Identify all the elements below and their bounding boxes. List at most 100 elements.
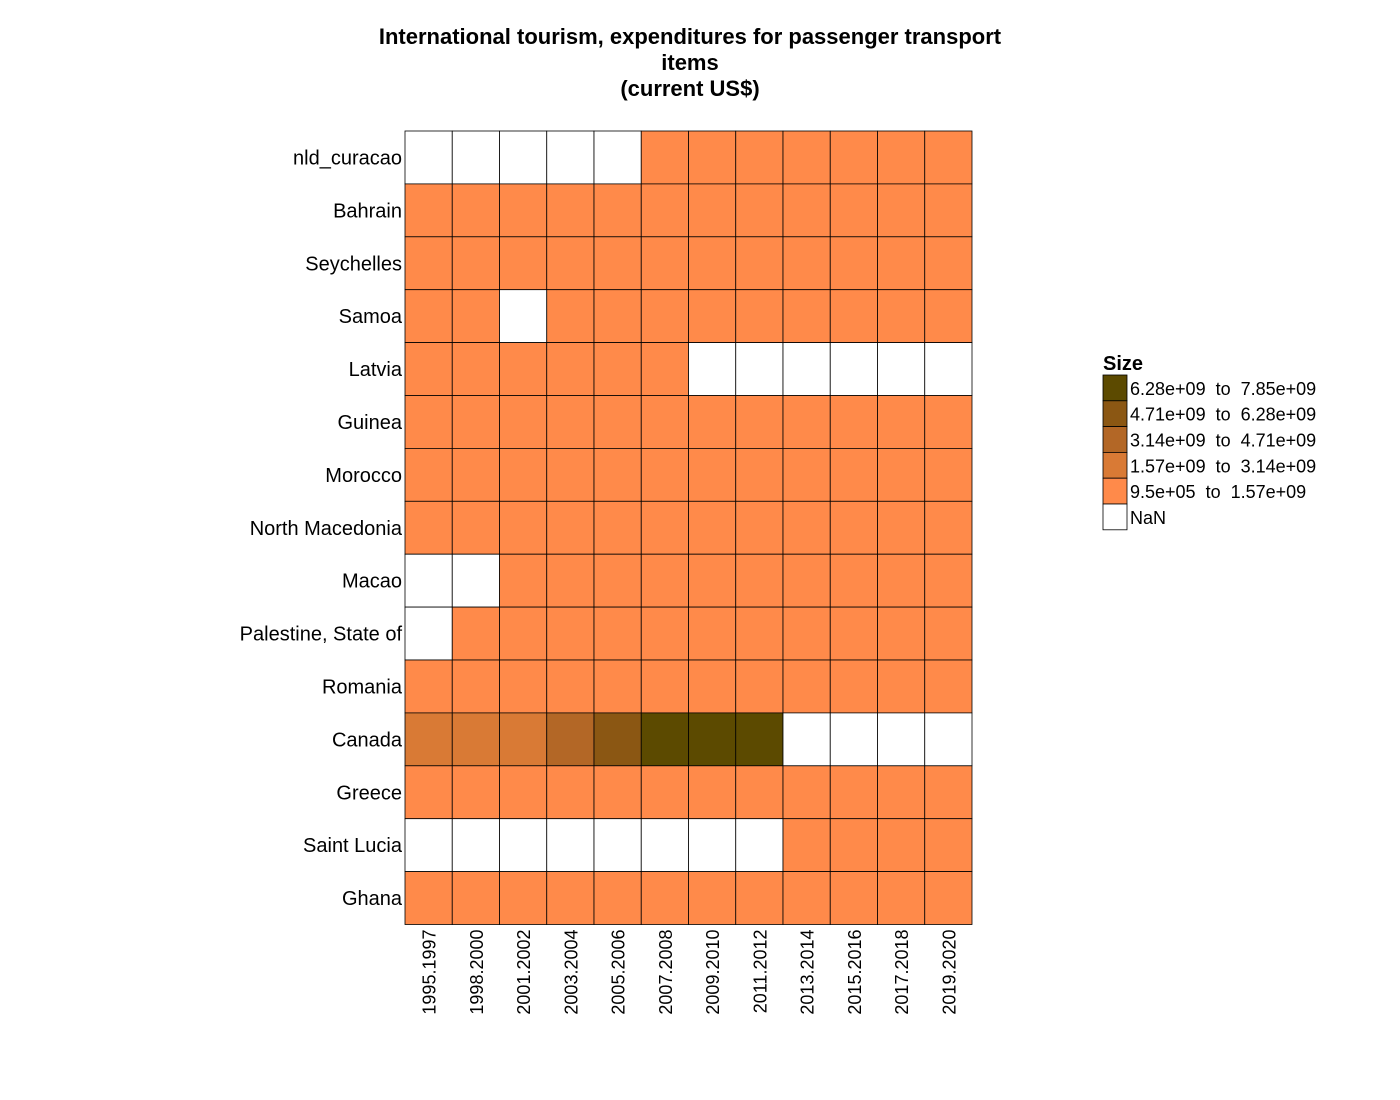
heatmap-cell — [924, 659, 973, 714]
heatmap-cell — [688, 130, 737, 185]
heatmap-cell — [877, 183, 926, 238]
heatmap-cell — [924, 765, 973, 820]
legend-label: NaN — [1130, 508, 1166, 528]
row-label: Greece — [336, 782, 402, 804]
column-label: 2005.2006 — [609, 930, 629, 1015]
heatmap-cell — [640, 183, 689, 238]
heatmap-cell — [499, 871, 548, 925]
heatmap-cell — [404, 395, 453, 449]
heatmap-cell — [640, 447, 689, 502]
heatmap-cell — [499, 447, 548, 502]
heatmap-cell — [640, 712, 689, 767]
heatmap-cell — [404, 765, 453, 820]
heatmap-cell — [404, 871, 453, 925]
heatmap-cell — [593, 500, 642, 555]
heatmap-cell — [451, 606, 500, 661]
heatmap-cell — [688, 289, 737, 344]
heatmap-cell — [829, 395, 878, 449]
heatmap-cell — [546, 500, 595, 555]
heatmap-cell — [782, 342, 831, 396]
column-label: 2015.2016 — [845, 930, 865, 1015]
heatmap-cell — [735, 500, 784, 555]
heatmap-cell — [451, 765, 500, 820]
heatmap-cell — [451, 342, 500, 396]
heatmap-cell — [404, 659, 453, 714]
heatmap-cell — [782, 871, 831, 925]
heatmap-cell — [688, 712, 737, 767]
legend-swatch — [1102, 374, 1128, 402]
heatmap-cell — [688, 606, 737, 661]
heatmap-cell — [782, 712, 831, 767]
heatmap-cells — [404, 130, 973, 925]
heatmap-cell — [688, 818, 737, 873]
heatmap-cell — [877, 342, 926, 396]
heatmap-cell — [924, 818, 973, 873]
heatmap-cell — [877, 447, 926, 502]
heatmap-cell — [924, 712, 973, 767]
heatmap-cell — [593, 236, 642, 291]
heatmap-cell — [877, 712, 926, 767]
heatmap-cell — [640, 659, 689, 714]
heatmap-cell — [593, 289, 642, 344]
column-labels: 1995.1997 1998.2000 2001.2002 2003.2004 2005… — [420, 930, 960, 1015]
row-label: Seychelles — [305, 253, 402, 275]
heatmap-cell — [688, 765, 737, 820]
heatmap-cell — [593, 130, 642, 185]
heatmap-cell — [499, 659, 548, 714]
heatmap-cell — [829, 659, 878, 714]
legend: Size 6.28e+09 to 7.85e+09 4.71e+09 to 6.28… — [1102, 353, 1316, 531]
heatmap-cell — [499, 712, 548, 767]
row-label: Macao — [342, 571, 402, 593]
heatmap-cell — [499, 500, 548, 555]
heatmap-cell — [924, 553, 973, 608]
heatmap-cell — [451, 130, 500, 185]
heatmap-cell — [546, 395, 595, 449]
heatmap-cell — [404, 289, 453, 344]
heatmap-cell — [499, 289, 548, 344]
row-label: Bahrain — [333, 200, 402, 222]
heatmap-cell — [640, 130, 689, 185]
heatmap-cell — [782, 289, 831, 344]
heatmap-cell — [593, 765, 642, 820]
legend-label: 6.28e+09 to 7.85e+09 — [1130, 379, 1316, 399]
heatmap-cell — [593, 712, 642, 767]
heatmap-cell — [924, 183, 973, 238]
row-labels: nld_curacao Bahrain Seychelles Samoa Latvia G… — [240, 147, 403, 910]
heatmap-cell — [877, 395, 926, 449]
heatmap-cell — [782, 659, 831, 714]
column-label: 1998.2000 — [467, 930, 487, 1015]
heatmap-cell — [924, 871, 973, 925]
heatmap-cell — [640, 765, 689, 820]
heatmap-cell — [877, 818, 926, 873]
heatmap-cell — [546, 236, 595, 291]
heatmap-cell — [451, 395, 500, 449]
heatmap-cell — [640, 289, 689, 344]
heatmap-cell — [688, 183, 737, 238]
column-label: 2007.2008 — [656, 930, 676, 1015]
legend-swatch — [1102, 477, 1128, 505]
heatmap-cell — [451, 659, 500, 714]
heatmap-cell — [451, 500, 500, 555]
heatmap-cell — [688, 500, 737, 555]
legend-label: 4.71e+09 to 6.28e+09 — [1130, 405, 1316, 425]
heatmap-cell — [546, 130, 595, 185]
heatmap-cell — [593, 606, 642, 661]
row-label: Morocco — [325, 465, 402, 487]
heatmap-cell — [404, 712, 453, 767]
heatmap-cell — [593, 342, 642, 396]
heatmap-cell — [404, 553, 453, 608]
heatmap-cell — [735, 765, 784, 820]
heatmap-cell — [404, 236, 453, 291]
heatmap-cell — [593, 395, 642, 449]
heatmap-cell — [546, 289, 595, 344]
heatmap-cell — [735, 553, 784, 608]
heatmap-cell — [546, 712, 595, 767]
heatmap-cell — [829, 606, 878, 661]
row-label: Saint Lucia — [303, 835, 403, 857]
heatmap-cell — [829, 500, 878, 555]
heatmap-cell — [735, 659, 784, 714]
heatmap-cell — [640, 606, 689, 661]
heatmap-cell — [782, 447, 831, 502]
heatmap-cell — [593, 553, 642, 608]
heatmap-cell — [735, 289, 784, 344]
